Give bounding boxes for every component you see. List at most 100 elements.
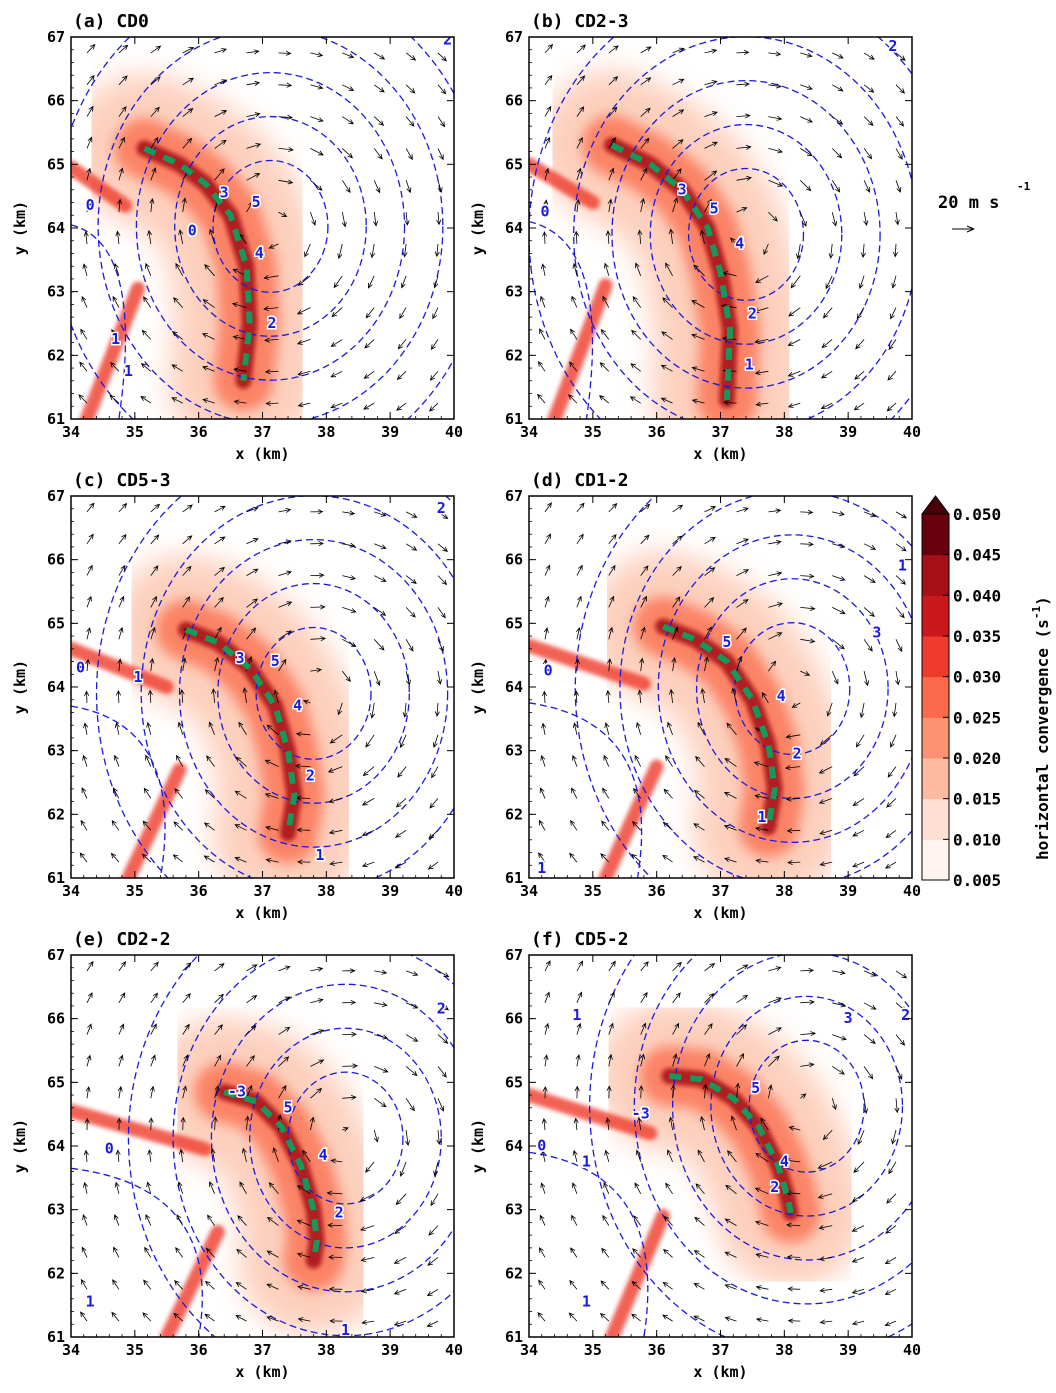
panel-title: (b) CD2-3 <box>531 11 629 32</box>
wind-arrow <box>202 299 215 308</box>
wind-arrow <box>396 371 407 381</box>
wind-arrow <box>394 861 407 869</box>
wind-arrow <box>892 702 898 718</box>
x-tick-label: 40 <box>903 423 921 441</box>
wind-arrow <box>608 960 616 972</box>
wind-arrow <box>693 1283 705 1290</box>
wind-arrow <box>147 689 153 703</box>
wind-arrow <box>81 1246 88 1258</box>
wind-arrow <box>310 211 316 226</box>
wind-arrow <box>859 702 865 719</box>
wind-arrow <box>573 1117 579 1131</box>
wind-arrow <box>174 788 184 799</box>
convergence-band-lower <box>121 762 187 878</box>
wind-arrow <box>328 1286 343 1292</box>
wind-arrow <box>818 1256 833 1262</box>
wind-arrow <box>182 992 191 1004</box>
wind-arrow <box>405 116 415 127</box>
y-tick-label: 64 <box>47 678 65 696</box>
wind-arrow <box>231 302 247 308</box>
wind-arrow <box>428 830 439 840</box>
wind-arrow <box>204 1313 215 1322</box>
wind-arrow <box>171 364 183 372</box>
wind-arrow <box>437 543 449 552</box>
y-axis-label: y (km) <box>11 1119 29 1173</box>
wind-arrow <box>118 564 126 576</box>
wind-arrow <box>695 1183 705 1195</box>
wind-arrow <box>855 339 865 350</box>
panel-title: (d) CD1-2 <box>531 470 629 491</box>
x-tick-label: 36 <box>190 423 208 441</box>
colorbar-tick-label: 0.025 <box>953 708 1001 727</box>
wind-arrow <box>206 755 215 767</box>
wind-arrow <box>724 1316 737 1322</box>
wind-arrow <box>704 170 718 181</box>
colorbar-swatch <box>922 514 949 556</box>
wind-arrow <box>116 1117 122 1131</box>
wind-arrow <box>143 1279 152 1290</box>
wind-arrow <box>575 1054 581 1067</box>
wind-arrow <box>640 46 652 54</box>
wind-arrow <box>310 179 323 191</box>
wind-arrow <box>576 136 583 149</box>
x-tick-label: 39 <box>839 1341 857 1359</box>
wind-arrow <box>895 671 901 686</box>
wind-arrow <box>603 754 610 767</box>
wind-arrow <box>330 370 343 378</box>
wind-arrow <box>699 1115 705 1131</box>
wind-arrow <box>278 507 292 513</box>
wind-arrow <box>723 791 737 799</box>
wind-arrow <box>310 52 324 58</box>
wind-arrow <box>83 230 89 244</box>
wind-arrow <box>246 598 259 608</box>
wind-arrow <box>704 48 718 54</box>
wind-arrow <box>800 967 815 974</box>
wind-arrow <box>817 1193 833 1199</box>
y-tick-label: 61 <box>47 869 65 887</box>
wind-arrow <box>342 1000 357 1006</box>
wind-arrow <box>296 1219 311 1226</box>
wind-arrow <box>434 702 440 718</box>
wind-arrow <box>576 533 584 545</box>
contour-left <box>71 224 127 419</box>
wind-arrow <box>634 1182 642 1194</box>
wind-arrow <box>640 503 651 513</box>
wind-arrow <box>672 78 685 86</box>
wind-arrow <box>405 511 418 518</box>
wind-arrow <box>432 307 439 320</box>
wind-arrow <box>724 1284 737 1290</box>
wind-arrow <box>171 331 183 340</box>
wind-arrow <box>118 595 125 608</box>
convergence-band-lower <box>598 759 664 878</box>
wind-arrow <box>785 796 801 802</box>
wind-arrow <box>886 402 897 412</box>
y-tick-label: 65 <box>47 155 65 173</box>
wind-arrow <box>179 1148 185 1162</box>
contour-label: 5 <box>252 193 261 211</box>
wind-arrow <box>538 819 546 831</box>
wind-arrow <box>702 1083 708 1099</box>
wind-arrow <box>337 243 343 260</box>
y-tick-label: 67 <box>47 946 65 964</box>
wind-arrow <box>800 180 812 192</box>
wind-arrow <box>84 690 90 703</box>
wind-arrow <box>405 1066 418 1077</box>
wind-arrow <box>214 168 225 181</box>
wind-arrow <box>634 754 642 767</box>
wind-arrow <box>768 508 782 514</box>
contour-label: 4 <box>780 1152 789 1170</box>
wind-arrow <box>83 1181 88 1194</box>
wind-arrow <box>818 798 833 804</box>
wind-arrow <box>246 49 260 55</box>
wind-arrow <box>791 702 801 708</box>
wind-arrow <box>180 1116 186 1131</box>
x-tick-label: 37 <box>253 423 271 441</box>
wind-arrow <box>576 502 585 513</box>
wind-arrow <box>544 502 552 513</box>
wind-arrow <box>724 757 737 767</box>
wind-arrow <box>342 84 355 91</box>
wind-arrow <box>331 307 343 318</box>
contour-ring-2 <box>249 1027 442 1249</box>
wind-arrow <box>736 507 749 513</box>
contour-label: 0 <box>105 1140 114 1158</box>
